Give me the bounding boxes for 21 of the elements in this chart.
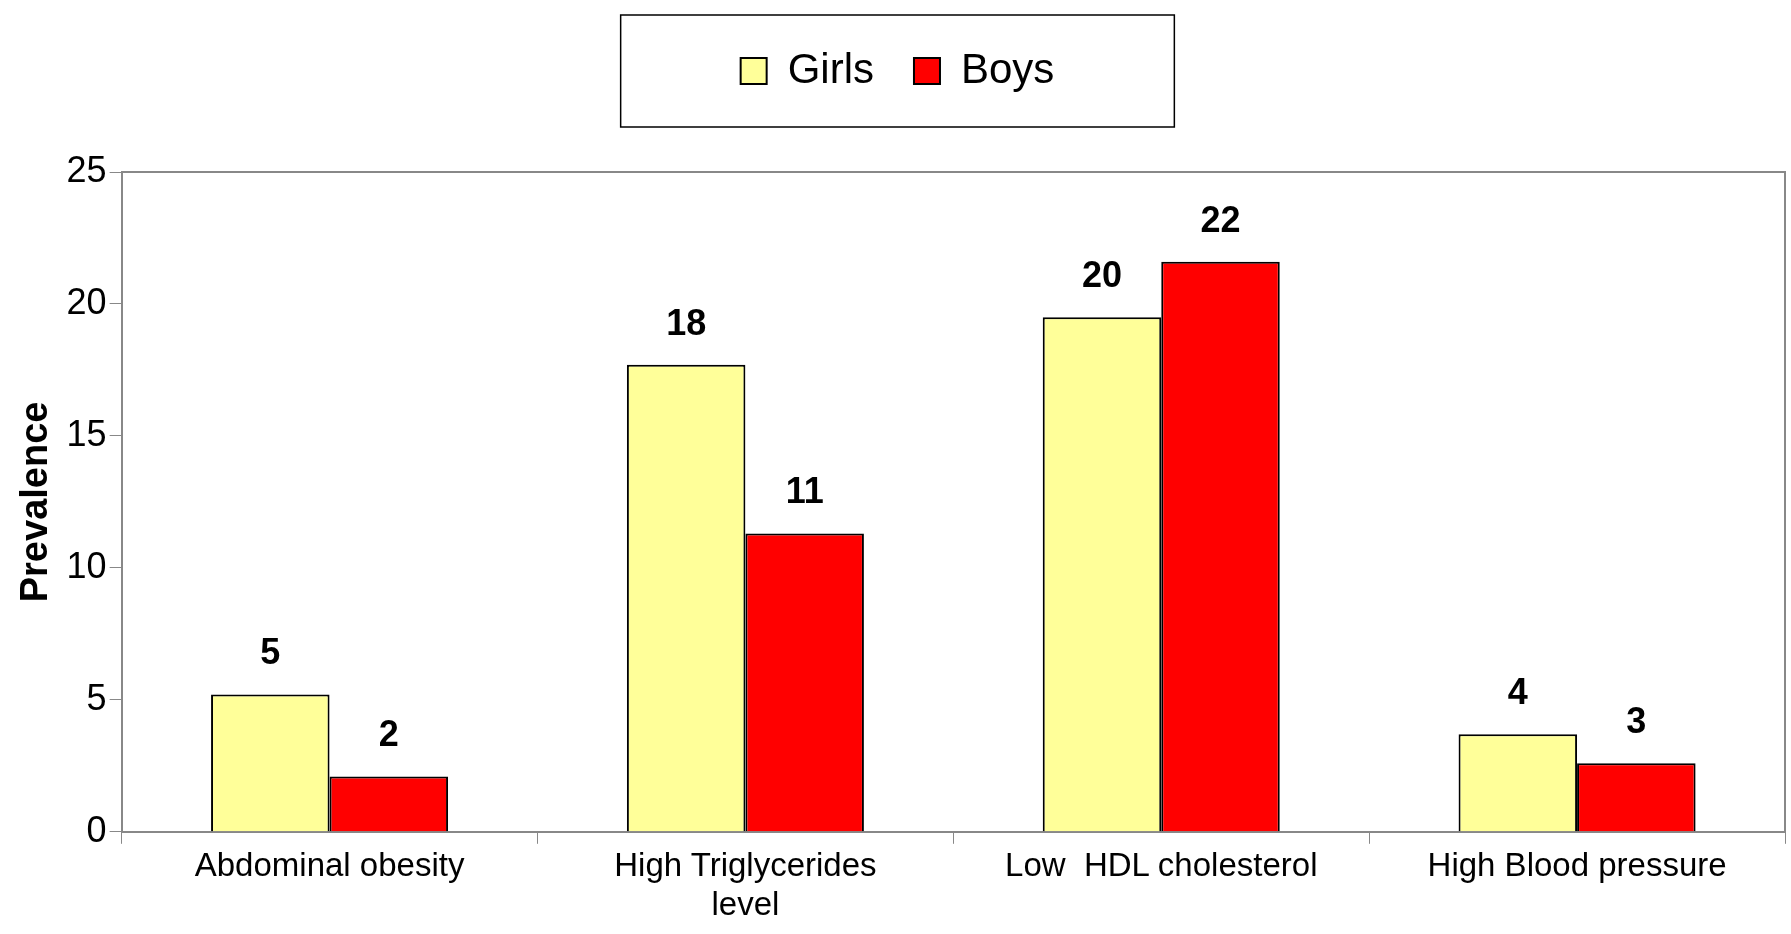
data-label: 3	[1626, 700, 1647, 742]
data-label: 11	[785, 470, 824, 512]
y-tick-label: 25	[66, 148, 107, 190]
x-tick-label: High Triglycerides level	[614, 845, 877, 923]
y-tick-label: 20	[66, 280, 107, 322]
data-label: 5	[260, 631, 281, 673]
legend-label: Girls	[787, 44, 874, 92]
y-tick-label: 0	[86, 808, 107, 850]
x-tick-label: Low HDL cholesterol	[1005, 845, 1318, 883]
data-label: 4	[1507, 671, 1528, 713]
x-tick-label: Abdominal obesity	[194, 845, 465, 883]
data-label: 22	[1200, 198, 1241, 240]
data-label: 20	[1081, 254, 1123, 296]
y-tick-label: 5	[86, 676, 107, 718]
y-tick-label: 15	[66, 412, 107, 454]
y-tick-label: 10	[66, 544, 107, 586]
y-axis-title: Prevalence	[13, 401, 56, 603]
x-tick-label: High Blood pressure	[1427, 845, 1727, 883]
data-label: 2	[378, 713, 399, 755]
data-label: 18	[666, 301, 707, 343]
legend-label: Boys	[960, 44, 1055, 92]
